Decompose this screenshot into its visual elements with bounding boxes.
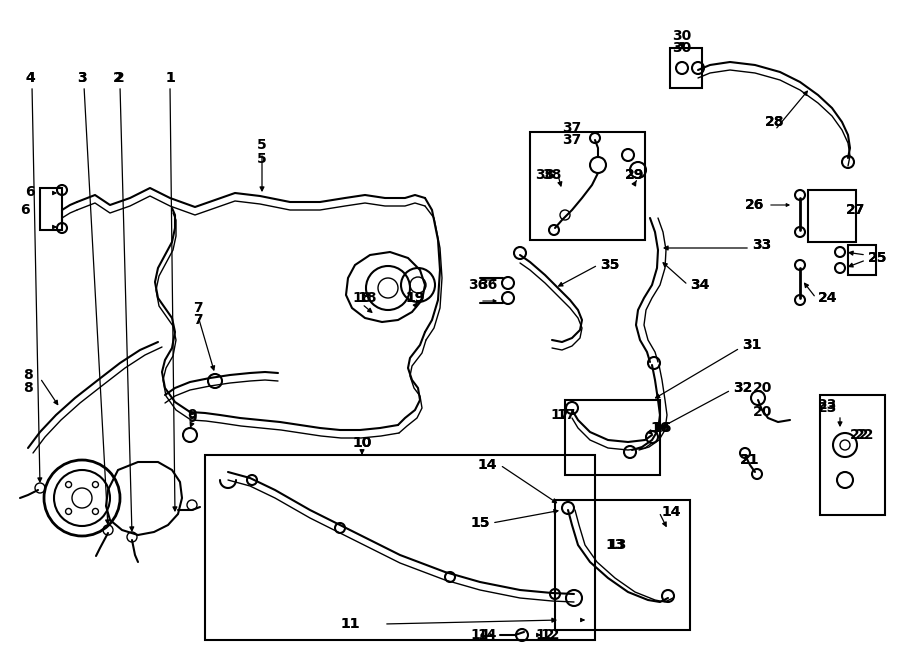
Text: 19: 19: [405, 291, 425, 305]
Text: 14: 14: [662, 505, 680, 519]
Text: 26: 26: [745, 198, 765, 212]
Text: 4: 4: [25, 71, 35, 85]
Text: 30: 30: [672, 41, 691, 55]
Text: 6: 6: [20, 203, 30, 217]
Text: 5: 5: [257, 152, 267, 166]
Text: 33: 33: [752, 238, 771, 252]
Text: 32: 32: [734, 381, 752, 395]
Text: 27: 27: [846, 203, 866, 217]
Text: 1: 1: [165, 71, 175, 85]
Text: 10: 10: [352, 436, 372, 450]
Text: 13: 13: [606, 538, 625, 552]
Text: 20: 20: [753, 381, 773, 395]
Text: 9: 9: [187, 408, 197, 422]
Bar: [530, 132, 645, 240]
Text: 25: 25: [868, 251, 887, 265]
Text: 23: 23: [818, 401, 838, 415]
Text: 3: 3: [77, 71, 86, 85]
Text: 23: 23: [818, 398, 838, 412]
Text: 22: 22: [855, 428, 875, 442]
Text: 35: 35: [600, 258, 620, 272]
Text: 8: 8: [23, 381, 33, 395]
Text: 36: 36: [468, 278, 488, 292]
Text: 31: 31: [742, 338, 761, 352]
Text: 14: 14: [477, 458, 497, 472]
Text: 37: 37: [562, 121, 581, 135]
Bar: [670, 48, 702, 88]
Text: 17: 17: [550, 408, 570, 422]
Text: 28: 28: [765, 115, 785, 129]
Text: 15: 15: [470, 516, 490, 530]
Text: 34: 34: [690, 278, 710, 292]
Text: 11: 11: [340, 617, 360, 631]
Text: 14: 14: [477, 628, 497, 642]
Bar: [40, 188, 62, 230]
Text: 27: 27: [846, 203, 866, 217]
Text: 19: 19: [405, 291, 425, 305]
Text: 31: 31: [742, 338, 761, 352]
Text: 13: 13: [608, 538, 626, 552]
Text: 34: 34: [690, 278, 710, 292]
Text: 14: 14: [470, 628, 490, 642]
Text: 17: 17: [556, 408, 576, 422]
Text: 3: 3: [77, 71, 86, 85]
Text: 9: 9: [187, 411, 197, 425]
Text: 7: 7: [194, 301, 202, 315]
Text: 25: 25: [868, 251, 887, 265]
Text: 5: 5: [257, 138, 267, 152]
Text: 10: 10: [352, 436, 372, 450]
Bar: [808, 190, 856, 242]
Text: 2: 2: [115, 71, 125, 85]
Text: 7: 7: [194, 313, 202, 327]
Text: 38: 38: [536, 168, 554, 182]
Text: 24: 24: [818, 291, 838, 305]
Text: 12: 12: [540, 628, 560, 642]
Text: 33: 33: [752, 238, 771, 252]
Bar: [820, 395, 885, 515]
Text: 21: 21: [740, 453, 760, 467]
Text: 22: 22: [850, 428, 869, 442]
Text: 1: 1: [165, 71, 175, 85]
Bar: [848, 245, 876, 275]
Text: 14: 14: [477, 458, 497, 472]
Text: 16: 16: [651, 421, 670, 435]
Text: 8: 8: [23, 368, 33, 382]
Text: 2: 2: [113, 71, 123, 85]
Text: 20: 20: [753, 405, 773, 419]
Text: 11: 11: [340, 617, 360, 631]
Text: 18: 18: [357, 291, 377, 305]
Text: 28: 28: [765, 115, 785, 129]
Bar: [205, 455, 595, 640]
Text: 6: 6: [25, 185, 35, 199]
Text: 36: 36: [479, 278, 498, 292]
Text: 32: 32: [734, 381, 752, 395]
Text: 16: 16: [652, 421, 671, 435]
Text: 38: 38: [543, 168, 562, 182]
Bar: [565, 400, 660, 475]
Text: 18: 18: [352, 291, 372, 305]
Bar: [555, 500, 690, 630]
Text: 4: 4: [25, 71, 35, 85]
Text: 15: 15: [470, 516, 490, 530]
Text: 29: 29: [626, 168, 644, 182]
Text: 30: 30: [672, 29, 691, 43]
Text: 37: 37: [562, 133, 581, 147]
Text: 26: 26: [745, 198, 765, 212]
Text: 12: 12: [536, 628, 554, 642]
Text: 29: 29: [626, 168, 644, 182]
Text: 21: 21: [740, 453, 760, 467]
Text: 24: 24: [818, 291, 838, 305]
Text: 35: 35: [600, 258, 620, 272]
Text: 14: 14: [662, 505, 680, 519]
